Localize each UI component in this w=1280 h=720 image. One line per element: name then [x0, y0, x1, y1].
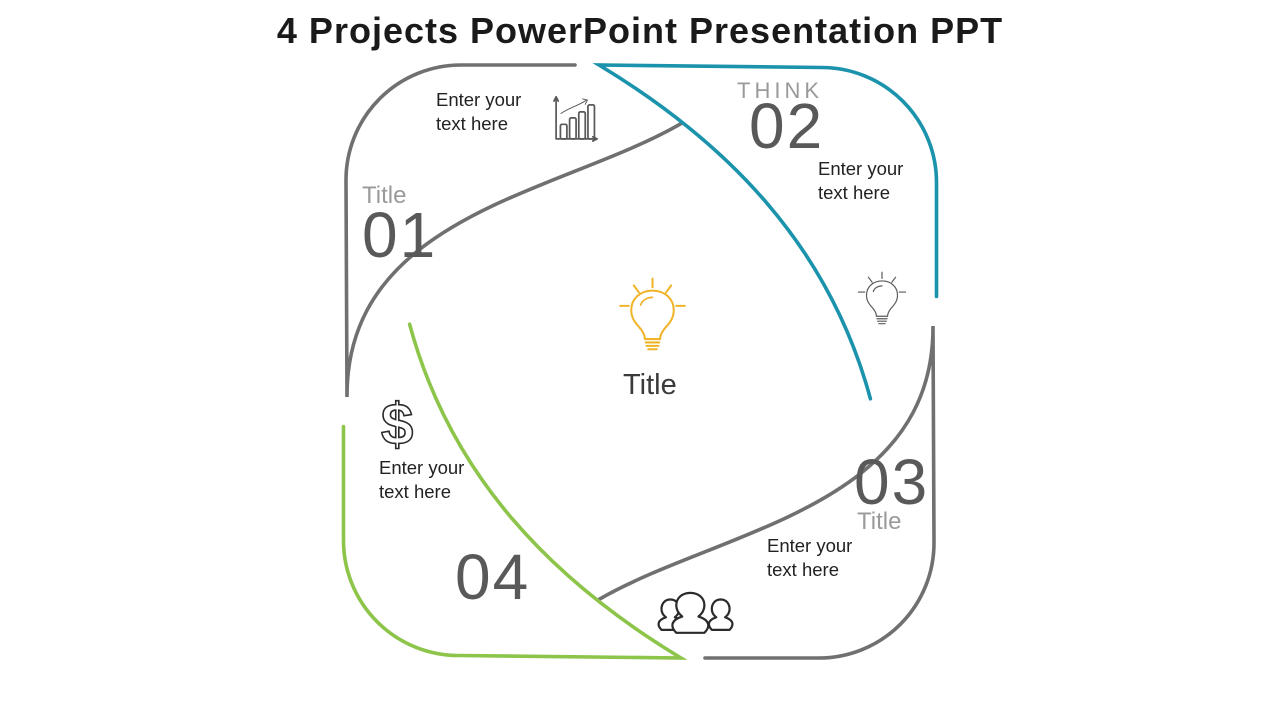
svg-text:$: $: [381, 392, 413, 457]
